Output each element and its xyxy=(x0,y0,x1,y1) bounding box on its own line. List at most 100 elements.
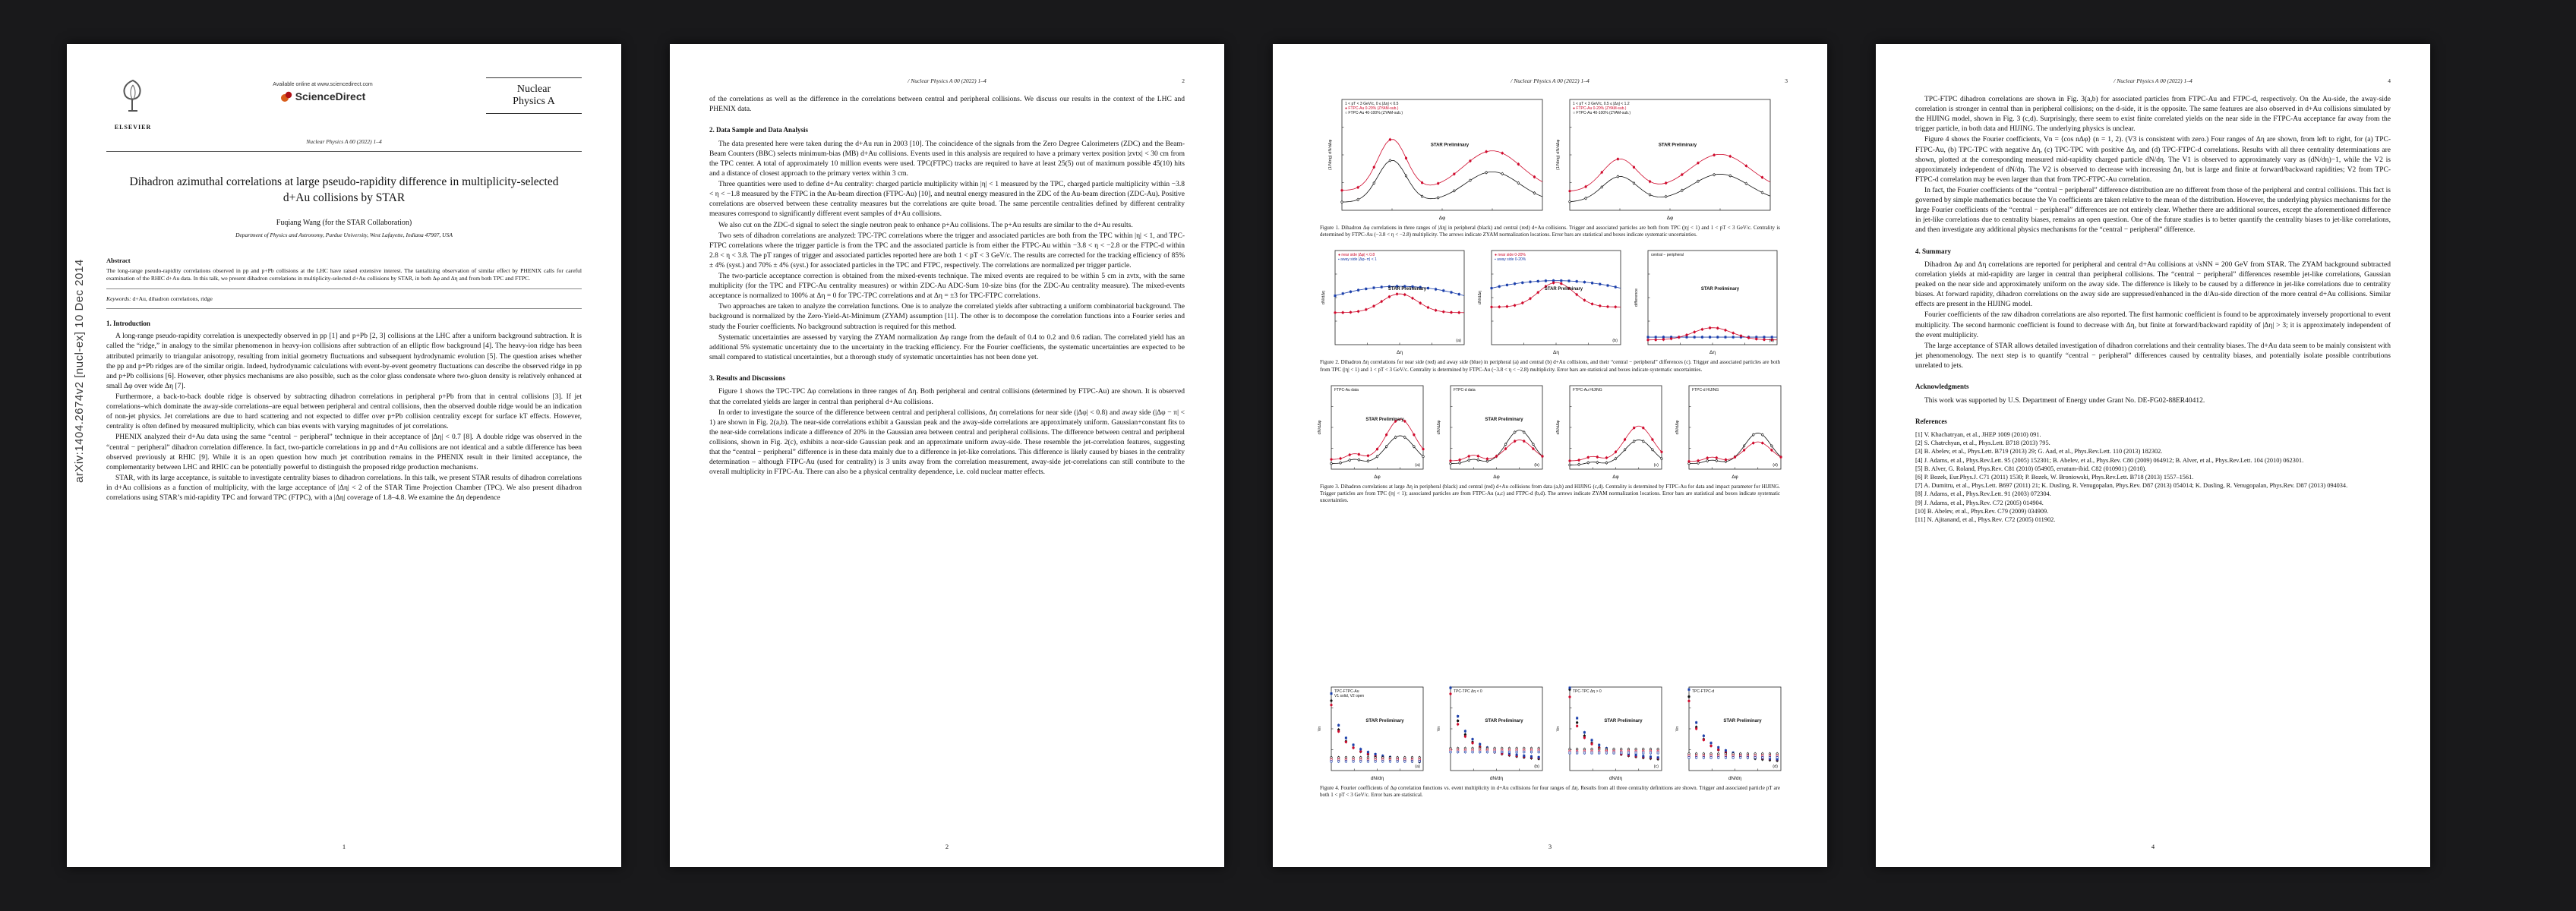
paragraph: Dihadron Δφ and Δη correlations are repo… xyxy=(1915,260,2391,309)
svg-text:difference: difference xyxy=(1634,288,1639,307)
figure-panel: FTPC-Au HIJING (c) Δφ dN/dΔφ xyxy=(1553,380,1666,481)
figure-3-caption: Figure 3. Dihadron correlations at large… xyxy=(1320,483,1780,504)
paragraph: Fourier coefficients of the raw dihadron… xyxy=(1915,311,2391,339)
figure-4: TPC-FTPC-Au V1 solid, V2 open STAR Prelimi… xyxy=(1312,682,1788,806)
svg-text:Vn: Vn xyxy=(1556,726,1561,731)
paragraph: A long-range pseudo-rapidity correlation… xyxy=(106,333,582,390)
elsevier-logo: ELSEVIER xyxy=(106,77,159,131)
paragraph: Figure 4 shows the Fourier coefficients,… xyxy=(1915,136,2391,184)
keywords-value: d+Au, dihadron correlations, ridge xyxy=(131,295,213,303)
running-head-text: / Nuclear Physics A 00 (2022) 1–4 xyxy=(2114,77,2192,84)
svg-text:dN/dη: dN/dη xyxy=(1609,776,1623,781)
page-number: 3 xyxy=(1548,843,1552,850)
page-number: 2 xyxy=(945,843,949,850)
svg-text:● near side |Δφ| < 0.8: ● near side |Δφ| < 0.8 xyxy=(1338,253,1375,257)
journal-citation: Nuclear Physics A 00 (2022) 1–4 xyxy=(306,138,382,145)
figure-panel: 1 < pT < 3 GeV/c, 0 ≤ |Δη| < 0.5 ● FTPC-A… xyxy=(1325,95,1547,222)
section-3-heading: 3. Results and Discussions xyxy=(709,374,786,383)
banner-rule xyxy=(106,151,582,152)
svg-text:Δφ: Δφ xyxy=(1439,216,1446,221)
reference-item: [11] N. Ajitanand, et al., Phys.Rev. C72… xyxy=(1915,515,2056,523)
svg-text:(c): (c) xyxy=(1654,764,1659,769)
svg-text:● FTPC-Au 0-20% (ZYAM-sub.): ● FTPC-Au 0-20% (ZYAM-sub.) xyxy=(1573,106,1627,111)
figure-panel: TPC-FTPC-d STAR Preliminary (d) dN/dη Vn xyxy=(1672,682,1785,783)
svg-text:dN/dη: dN/dη xyxy=(1728,776,1742,781)
page-4-text: TPC-FTPC dihadron correlations are shown… xyxy=(1915,95,2391,524)
svg-text:● FTPC-Au 0-20% (ZYAM-sub.): ● FTPC-Au 0-20% (ZYAM-sub.) xyxy=(1345,106,1399,111)
svg-text:FTPC-Au data: FTPC-Au data xyxy=(1334,388,1359,392)
page-3: / Nuclear Physics A 00 (2022) 1–4 3 1 < … xyxy=(1273,44,1827,867)
svg-text:Δφ: Δφ xyxy=(1493,474,1500,480)
reference-list: [1] V. Khachatryan, et al., JHEP 1009 (2… xyxy=(1915,430,2391,524)
svg-text:Δφ: Δφ xyxy=(1374,474,1381,480)
svg-text:STAR Preliminary: STAR Preliminary xyxy=(1388,288,1427,292)
svg-text:Vn: Vn xyxy=(1437,726,1441,731)
svg-text:(a): (a) xyxy=(1456,339,1461,343)
svg-text:○ FTPC-Au 40-100% (ZYAM-sub.): ○ FTPC-Au 40-100% (ZYAM-sub.) xyxy=(1345,111,1403,115)
journal-name-line2: Physics A xyxy=(513,96,555,107)
svg-text:Δη: Δη xyxy=(1709,350,1716,355)
reference-item: [10] B. Abelev, et al., Phys.Rev. C79 (2… xyxy=(1915,507,2049,515)
svg-text:dN/dΔφ: dN/dΔφ xyxy=(1437,420,1441,434)
paragraph: In order to investigate the source of th… xyxy=(709,408,1185,477)
svg-text:(1/Ntrig) dN/dΔφ: (1/Ntrig) dN/dΔφ xyxy=(1556,139,1561,170)
elsevier-label: ELSEVIER xyxy=(114,124,152,131)
svg-text:Δφ: Δφ xyxy=(1612,474,1619,480)
paragraph: of the correlations as well as the diffe… xyxy=(709,96,1185,114)
journal-name-line1: Nuclear xyxy=(516,84,551,95)
figure-panel: central − peripheral STAR Preliminary (c) Δ… xyxy=(1631,246,1782,358)
figure-panel: TPC-TPC Δη < 0 STAR Preliminary (b) dN/dη Vn xyxy=(1434,682,1547,783)
reference-item: [6] P. Bozek, Eur.Phys.J. C71 (2011) 153… xyxy=(1915,474,2194,481)
svg-text:(d): (d) xyxy=(1773,764,1778,769)
reference-item: [1] V. Khachatryan, et al., JHEP 1009 (2… xyxy=(1915,431,2041,439)
svg-text:STAR Preliminary: STAR Preliminary xyxy=(1365,719,1404,723)
running-head-page-number: 3 xyxy=(1785,77,1788,84)
svg-text:1 < pT < 3 GeV/c, 0.5 ≤ |Δη| <: 1 < pT < 3 GeV/c, 0.5 ≤ |Δη| < 1.2 xyxy=(1573,102,1630,106)
running-head-text: / Nuclear Physics A 00 (2022) 1–4 xyxy=(1511,77,1589,84)
paragraph: Furthermore, a back-to-back double ridge… xyxy=(106,393,582,431)
keywords-label: Keywords: xyxy=(106,295,131,303)
figure-2: ● near side |Δφ| < 0.8 ▪ away side |Δφ−π|… xyxy=(1312,246,1788,380)
svg-text:dN/dΔφ: dN/dΔφ xyxy=(1556,420,1561,434)
abstract-heading: Abstract xyxy=(106,256,131,264)
svg-text:STAR Preliminary: STAR Preliminary xyxy=(1485,418,1523,422)
svg-text:dN/dη: dN/dη xyxy=(1371,776,1384,781)
figure-2-caption: Figure 2. Dihadron Δη correlations for n… xyxy=(1320,359,1780,373)
svg-text:FTPC-d data: FTPC-d data xyxy=(1454,388,1476,392)
page-2: / Nuclear Physics A 00 (2022) 1–4 2 of t… xyxy=(670,44,1224,867)
elsevier-tree-icon xyxy=(123,79,141,112)
paragraph: Three quantities were used to define d+A… xyxy=(709,181,1185,219)
page-1: arXiv:1404.2674v2 [nucl-ex] 10 Dec 2014 … xyxy=(67,44,621,867)
svg-text:1 < pT < 3 GeV/c, 0 ≤ |Δη| < 0: 1 < pT < 3 GeV/c, 0 ≤ |Δη| < 0.5 xyxy=(1345,102,1399,106)
svg-text:(c): (c) xyxy=(1654,463,1659,468)
running-head: / Nuclear Physics A 00 (2022) 1–4 2 xyxy=(709,77,1185,84)
figure-panel: FTPC-Au data STAR Preliminary (a) Δφ dN/dΔφ xyxy=(1315,380,1428,481)
journal-title-box: Nuclear Physics A xyxy=(485,77,582,114)
svg-text:STAR Preliminary: STAR Preliminary xyxy=(1701,288,1740,292)
svg-text:Δφ: Δφ xyxy=(1667,216,1674,221)
figure-1: 1 < pT < 3 GeV/c, 0 ≤ |Δη| < 0.5 ● FTPC-A… xyxy=(1312,95,1788,246)
figure-2-panels: ● near side |Δφ| < 0.8 ▪ away side |Δφ−π|… xyxy=(1312,246,1788,358)
paper-title: Dihadron azimuthal correlations at large… xyxy=(129,175,559,204)
keywords-line: Keywords: d+Au, dihadron correlations, r… xyxy=(106,295,582,302)
sciencedirect-icon xyxy=(280,91,292,102)
svg-text:dN/dΔφ: dN/dΔφ xyxy=(1675,420,1680,434)
paragraph: PHENIX analyzed their d+Au data using th… xyxy=(106,433,582,471)
paragraph: We also cut on the ZDC-d signal to selec… xyxy=(718,221,1133,229)
divider xyxy=(106,288,582,290)
acknowledgments-heading: Acknowledgments xyxy=(1915,383,1969,391)
paragraph: The large acceptance of STAR allows deta… xyxy=(1915,342,2391,370)
figure-panel: FTPC-d data STAR Preliminary (b) Δφ dN/dΔφ xyxy=(1434,380,1547,481)
figure-panel: ● near side 0-20% ▪ away side 0-20% STAR P… xyxy=(1475,246,1625,358)
running-head-text: / Nuclear Physics A 00 (2022) 1–4 xyxy=(908,77,987,84)
whitespace xyxy=(1312,512,1788,682)
page-number: 4 xyxy=(2151,843,2155,850)
svg-text:STAR Preliminary: STAR Preliminary xyxy=(1485,719,1523,723)
svg-text:TPC-FTPC-d: TPC-FTPC-d xyxy=(1692,689,1714,694)
paragraph: TPC-FTPC dihadron correlations are shown… xyxy=(1915,96,2391,134)
svg-text:STAR Preliminary: STAR Preliminary xyxy=(1431,143,1470,147)
svg-text:Δη: Δη xyxy=(1553,350,1559,355)
paragraph: Systematic uncertainties are assessed by… xyxy=(709,333,1185,361)
svg-text:STAR Preliminary: STAR Preliminary xyxy=(1659,143,1697,147)
svg-text:(1/Ntrig) dN/dΔφ: (1/Ntrig) dN/dΔφ xyxy=(1328,139,1333,170)
